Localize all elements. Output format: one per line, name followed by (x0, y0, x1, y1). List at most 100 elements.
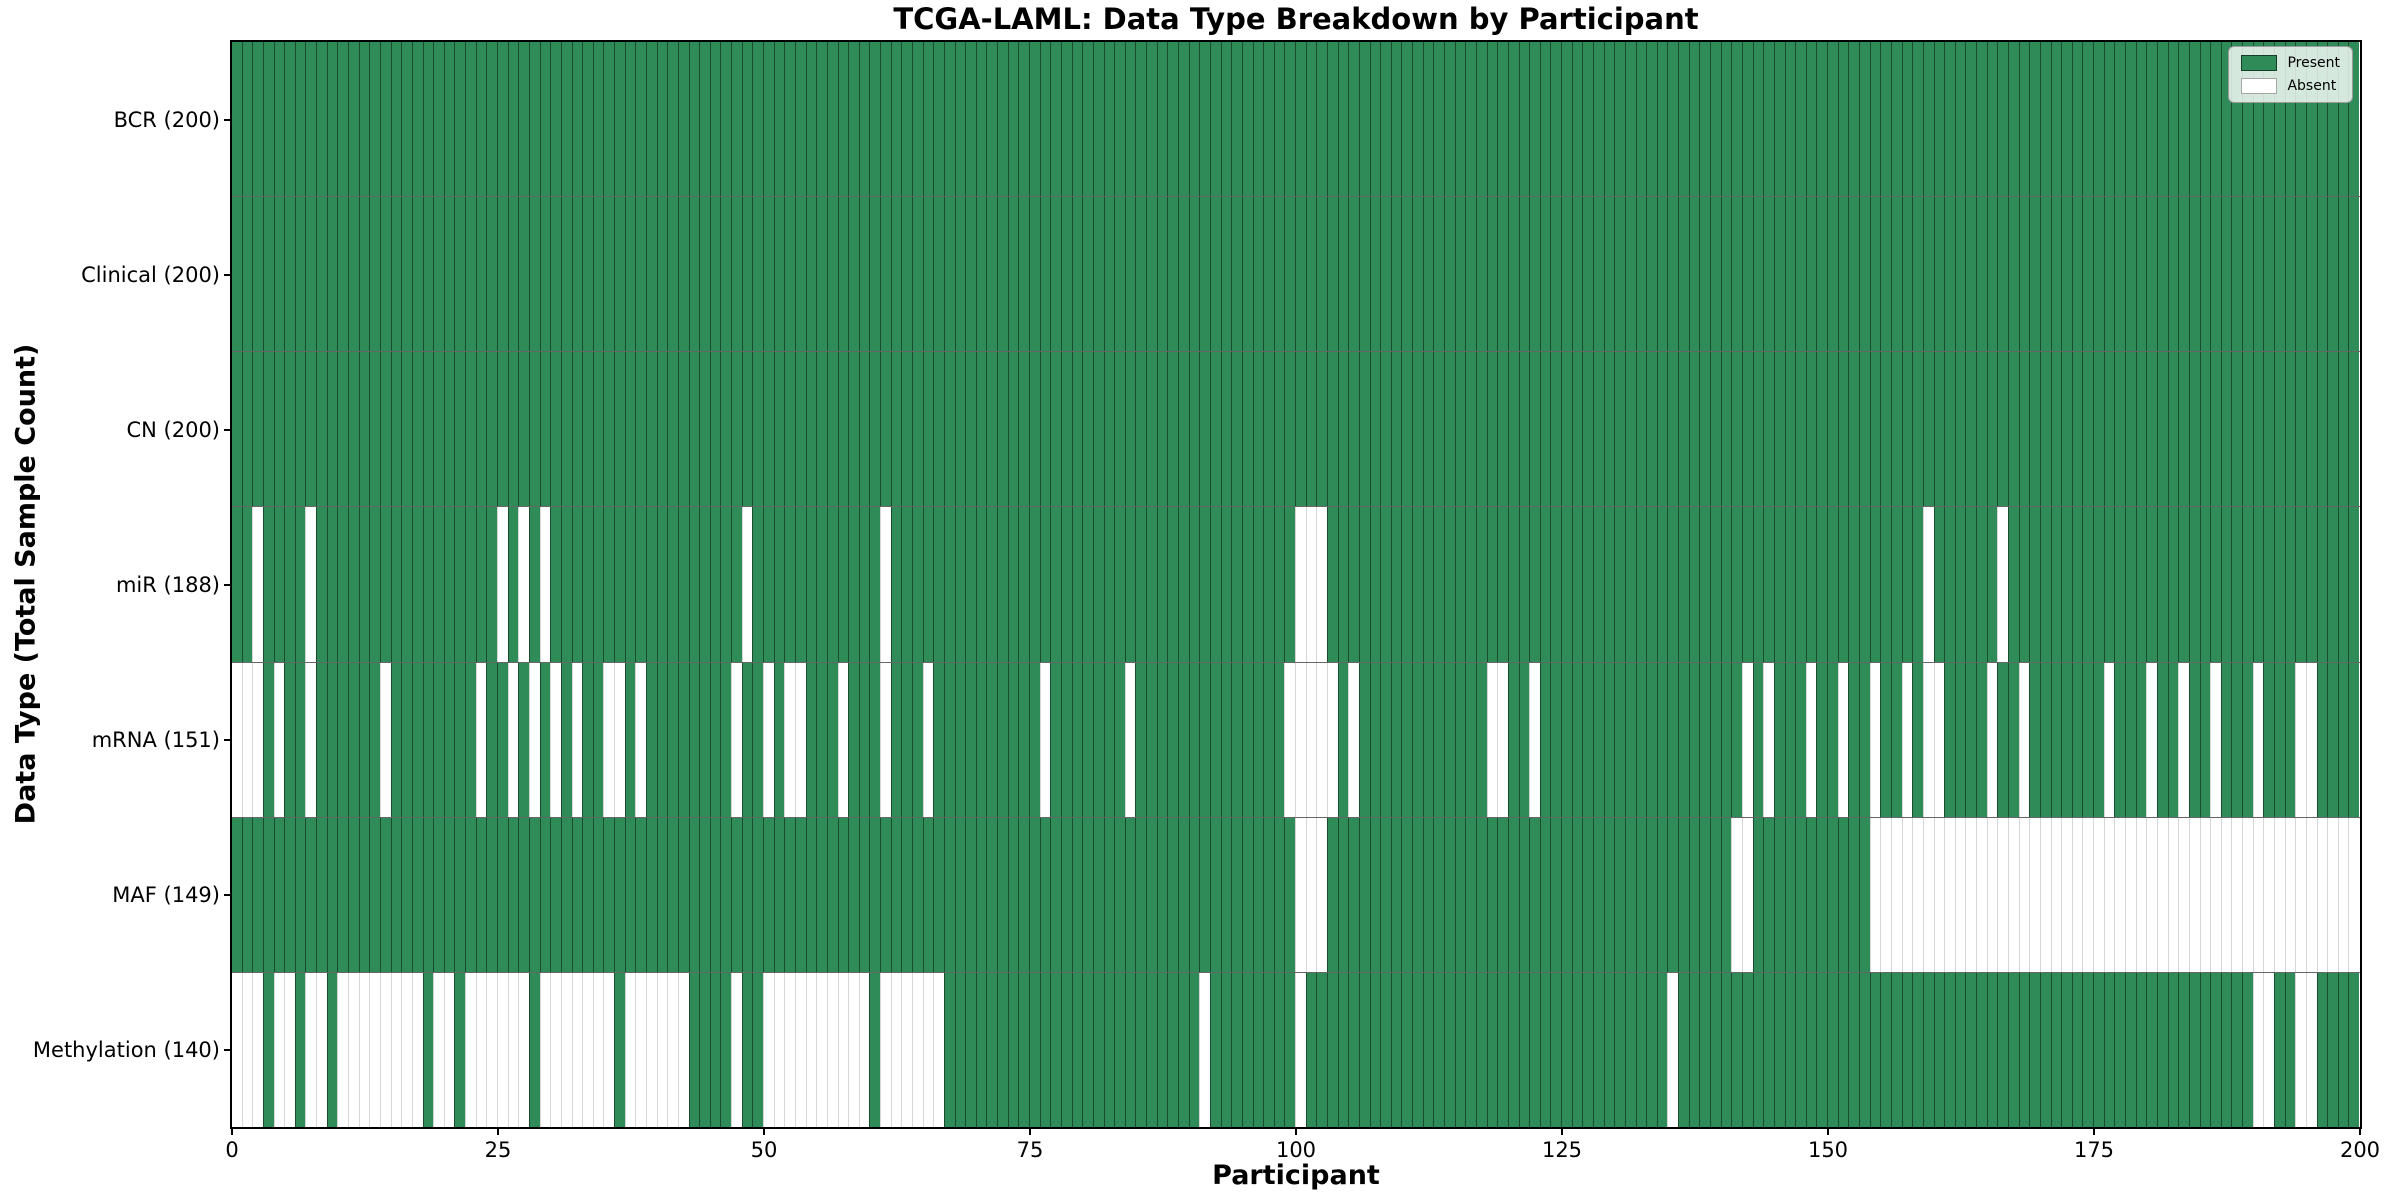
heatmap-cell (1869, 972, 1881, 1127)
heatmap-cell (1795, 507, 1806, 662)
heatmap-cell (2007, 42, 2019, 197)
heatmap-cell (475, 972, 487, 1127)
heatmap-cell (858, 972, 870, 1127)
heatmap-cell (1710, 42, 1721, 197)
heatmap-cell (486, 197, 498, 352)
heatmap-cell (1412, 352, 1423, 507)
heatmap-cell (1901, 42, 1913, 197)
heatmap-cell (614, 352, 625, 507)
y-tick-label: Methylation (140) (32, 1037, 220, 1062)
heatmap-cell (411, 197, 423, 352)
heatmap-cell (1241, 42, 1253, 197)
heatmap-cell (1922, 352, 1934, 507)
heatmap-cell (1678, 42, 1689, 197)
heatmap-cell (2167, 972, 2179, 1127)
heatmap-cell (2146, 352, 2157, 507)
heatmap-cell (656, 972, 668, 1127)
heatmap-cell (1561, 197, 1572, 352)
heatmap-cell (1752, 972, 1764, 1127)
heatmap-cell (1422, 507, 1434, 662)
heatmap-cell (912, 42, 923, 197)
heatmap-cell (592, 507, 604, 662)
heatmap-cell (241, 662, 253, 817)
heatmap-cell (720, 972, 732, 1127)
heatmap-cell (901, 197, 912, 352)
heatmap-cell (1603, 352, 1615, 507)
heatmap-cell (1497, 197, 1508, 352)
heatmap-cell (869, 817, 881, 972)
heatmap-cell (912, 817, 923, 972)
heatmap-cell (1444, 42, 1455, 197)
heatmap-cell (1348, 42, 1359, 197)
heatmap-cell (1124, 352, 1136, 507)
heatmap-cell (1571, 972, 1583, 1127)
heatmap-cell (1582, 197, 1593, 352)
heatmap-cell (2029, 352, 2040, 507)
heatmap-cell (848, 197, 859, 352)
heatmap-cell (582, 42, 593, 197)
heatmap-cell (1039, 507, 1051, 662)
heatmap-cell (1827, 197, 1838, 352)
heatmap-cell (348, 972, 359, 1127)
x-tick-label: 0 (225, 1138, 239, 1162)
heatmap-cell (731, 662, 742, 817)
heatmap-cell (741, 817, 753, 972)
heatmap-cell (1582, 662, 1593, 817)
heatmap-cell (645, 662, 657, 817)
heatmap-cell (1795, 662, 1806, 817)
heatmap-cell (2167, 352, 2179, 507)
heatmap-cell (1337, 817, 1349, 972)
heatmap-cell (1976, 817, 1987, 972)
heatmap-cell (1593, 197, 1604, 352)
heatmap-cell (486, 972, 498, 1127)
legend-entry-absent: Absent (2241, 78, 2340, 94)
heatmap-cell (1124, 42, 1136, 197)
heatmap-cell (1646, 662, 1657, 817)
heatmap-cell (507, 352, 519, 507)
heatmap-cell (1114, 197, 1125, 352)
heatmap-cell (741, 662, 753, 817)
heatmap-cell (2146, 42, 2157, 197)
heatmap-cell (2242, 352, 2253, 507)
heatmap-cell (1518, 662, 1530, 817)
heatmap-cell (709, 817, 721, 972)
heatmap-cell (1710, 817, 1721, 972)
heatmap-cell (1922, 662, 1934, 817)
heatmap-cell (763, 662, 774, 817)
chart-title: TCGA-LAML: Data Type Breakdown by Partic… (893, 2, 1699, 36)
heatmap-cell (1763, 662, 1774, 817)
heatmap-cell (497, 352, 508, 507)
heatmap-cell (901, 662, 912, 817)
heatmap-cell (901, 352, 912, 507)
heatmap-cell (2093, 662, 2104, 817)
heatmap-cell (1678, 972, 1689, 1127)
heatmap-cell (1954, 42, 1966, 197)
heatmap-cell (401, 972, 412, 1127)
heatmap-cell (816, 42, 827, 197)
heatmap-cell (433, 197, 444, 352)
heatmap-cell (1805, 352, 1817, 507)
heatmap-cell (2135, 507, 2147, 662)
heatmap-cell (1465, 662, 1476, 817)
legend-absent-label: Absent (2287, 78, 2337, 94)
heatmap-cell (454, 662, 466, 817)
heatmap-cell (826, 197, 838, 352)
heatmap-cell (1007, 507, 1019, 662)
heatmap-cell (1422, 662, 1434, 817)
heatmap-cell (1624, 197, 1636, 352)
heatmap-cell (1539, 817, 1551, 972)
heatmap-cell (656, 42, 668, 197)
heatmap-cell (2018, 662, 2030, 817)
heatmap-cell (2082, 352, 2094, 507)
heatmap-cell (454, 352, 466, 507)
heatmap-cell (869, 352, 881, 507)
heatmap-cell (2220, 352, 2232, 507)
heatmap-cell (486, 352, 498, 507)
heatmap-cell (1741, 662, 1753, 817)
heatmap-cell (2337, 352, 2349, 507)
heatmap-cell (1954, 972, 1966, 1127)
heatmap-cell (2220, 972, 2232, 1127)
heatmap-cell (1284, 197, 1296, 352)
heatmap-cell (1986, 972, 1998, 1127)
heatmap-cell (2050, 197, 2062, 352)
